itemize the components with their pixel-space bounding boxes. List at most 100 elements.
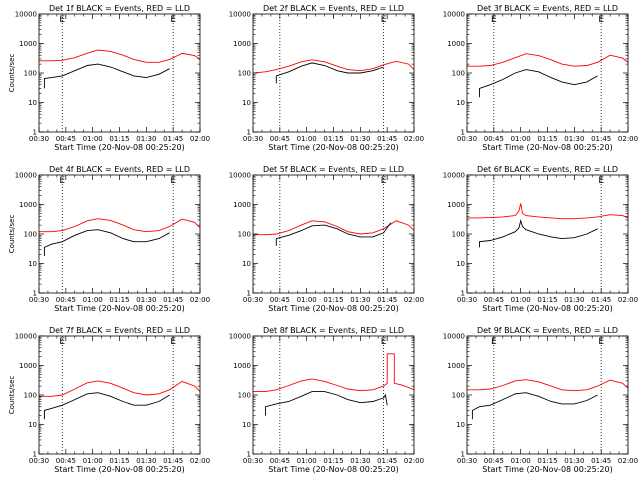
y-tick-label: 10000 — [15, 333, 37, 341]
series-line-lld — [253, 353, 415, 393]
panel-7: E E 1 10 100 1000 10000 00:30 00:45 01:00 01:15 01:… — [8, 326, 210, 474]
x-tick-label: 01:15 — [109, 296, 129, 304]
y-tick-label: 1000 — [19, 362, 37, 370]
x-tick-label: 01:30 — [136, 296, 156, 304]
panel-9: E E 1 10 100 1000 10000 00:30 00:45 01:00 01:15 01:… — [443, 326, 638, 474]
plot-frame — [38, 13, 201, 133]
x-tick-label: 00:45 — [484, 135, 504, 143]
panel-title: Det 9f BLACK = Events, RED = LLD — [477, 326, 618, 335]
y-axis-label: Counts/sec — [8, 376, 16, 415]
x-tick-label: 02:00 — [618, 457, 638, 465]
y-tick-label: 1000 — [233, 362, 251, 370]
y-tick-label: 100 — [24, 392, 37, 400]
series-line-lld — [467, 203, 629, 220]
x-tick-label: 00:30 — [457, 296, 477, 304]
y-tick-label: 100 — [24, 231, 37, 239]
x-tick-label: 00:30 — [243, 296, 263, 304]
x-axis-label: Start Time (20-Nov-08 00:25:20) — [268, 304, 398, 313]
x-axis-label: Start Time (20-Nov-08 00:25:20) — [482, 143, 612, 152]
x-tick-label: 02:00 — [618, 135, 638, 143]
y-tick-label: 1 — [247, 290, 251, 298]
y-tick-label: 100 — [452, 231, 465, 239]
x-tick-label: 01:15 — [109, 457, 129, 465]
panel-2: E 1 10 100 1000 10000 00:30 00:45 01:00 01:15 01:3… — [229, 4, 424, 152]
event-marker-label: E — [59, 337, 65, 347]
y-tick-label: 1 — [461, 451, 465, 459]
event-marker-label: E — [598, 337, 604, 347]
x-tick-label: 00:45 — [270, 135, 290, 143]
y-tick-label: 10 — [456, 421, 465, 429]
plot-frame — [466, 174, 629, 294]
panel-title: Det 1f BLACK = Events, RED = LLD — [49, 4, 190, 13]
series-line-lld — [39, 49, 201, 63]
x-tick-label: 02:00 — [404, 296, 424, 304]
x-tick-label: 00:30 — [243, 457, 263, 465]
x-tick-label: 01:00 — [83, 296, 103, 304]
y-tick-label: 10 — [456, 99, 465, 107]
panel-4: E E 1 10 100 1000 10000 00:30 00:45 01:00 01:15 01:… — [8, 165, 210, 313]
series-line-lld — [39, 218, 201, 233]
x-tick-label: 02:00 — [190, 457, 210, 465]
y-tick-label: 10 — [28, 260, 37, 268]
x-tick-label: 01:15 — [109, 135, 129, 143]
series-line-lld — [253, 220, 415, 236]
y-tick-label: 1 — [247, 451, 251, 459]
plot-frame — [466, 335, 629, 455]
series-line-events — [265, 391, 388, 416]
panel-title: Det 7f BLACK = Events, RED = LLD — [49, 326, 190, 335]
x-tick-label: 01:45 — [377, 135, 397, 143]
series-line-lld — [252, 59, 415, 74]
series-line-events — [43, 229, 170, 256]
x-tick-label: 01:15 — [537, 135, 557, 143]
event-marker-label: E — [170, 337, 176, 347]
event-marker-label: E — [598, 176, 604, 186]
series-line-events — [479, 69, 598, 98]
x-tick-label: 00:45 — [484, 457, 504, 465]
y-tick-label: 1 — [247, 129, 251, 137]
x-tick-label: 01:45 — [377, 296, 397, 304]
x-tick-label: 01:15 — [323, 457, 343, 465]
y-tick-label: 1 — [461, 129, 465, 137]
x-tick-label: 01:30 — [350, 457, 370, 465]
series-line-events — [479, 219, 598, 248]
x-tick-label: 01:45 — [591, 457, 611, 465]
y-tick-label: 1000 — [447, 201, 465, 209]
y-tick-label: 10000 — [443, 11, 465, 19]
x-tick-label: 01:30 — [350, 135, 370, 143]
x-tick-label: 01:00 — [297, 457, 317, 465]
x-axis-label: Start Time (20-Nov-08 00:25:20) — [268, 143, 398, 152]
x-tick-label: 01:00 — [511, 457, 531, 465]
panel-5: E 1 10 100 1000 10000 00:30 00:45 01:00 01:15 01:3… — [229, 165, 424, 313]
series-line-events — [43, 392, 170, 420]
y-tick-label: 1000 — [233, 40, 251, 48]
x-tick-label: 00:30 — [29, 296, 49, 304]
y-tick-label: 10 — [28, 99, 37, 107]
series-line-lld — [39, 380, 201, 397]
x-tick-label: 01:00 — [297, 135, 317, 143]
series-line-events — [471, 392, 598, 420]
event-marker-label: E — [381, 176, 387, 186]
y-tick-label: 100 — [452, 392, 465, 400]
event-marker-label: E — [381, 337, 387, 347]
y-tick-label: 10000 — [443, 333, 465, 341]
y-tick-label: 10000 — [229, 11, 251, 19]
event-marker-label: E — [59, 15, 65, 25]
x-tick-label: 01:15 — [323, 135, 343, 143]
x-tick-label: 00:45 — [56, 296, 76, 304]
y-tick-label: 10 — [242, 421, 251, 429]
x-tick-label: 01:00 — [511, 296, 531, 304]
x-tick-label: 01:45 — [163, 296, 183, 304]
x-tick-label: 00:30 — [243, 135, 263, 143]
x-tick-label: 00:45 — [270, 296, 290, 304]
panel-title: Det 2f BLACK = Events, RED = LLD — [263, 4, 404, 13]
panel-title: Det 5f BLACK = Events, RED = LLD — [263, 165, 404, 174]
event-marker-label: E — [491, 15, 497, 25]
series-line-events — [275, 222, 392, 246]
series-line-events — [275, 62, 384, 84]
x-tick-label: 00:45 — [56, 135, 76, 143]
y-tick-label: 1000 — [19, 40, 37, 48]
series-line-lld — [467, 53, 629, 67]
panel-title: Det 6f BLACK = Events, RED = LLD — [477, 165, 618, 174]
panel-3: E E 1 10 100 1000 10000 00:30 00:45 01:00 01:15 01:… — [443, 4, 638, 152]
